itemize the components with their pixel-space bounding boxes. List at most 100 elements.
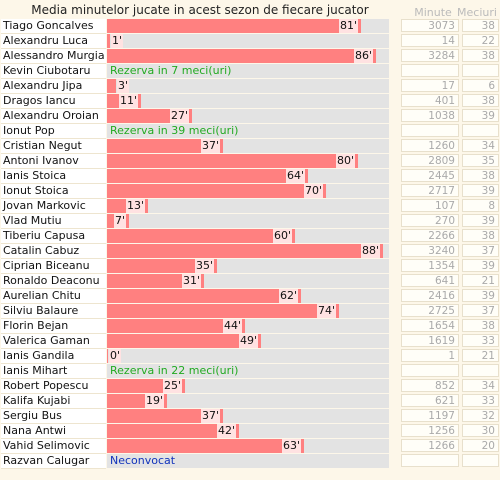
player-name: Sergiu Bus — [1, 409, 106, 424]
bar-track: 7' — [107, 214, 389, 228]
bar-value-label: 62' — [279, 289, 299, 303]
player-row: Ronaldo Deaconu 31' 641 21 — [0, 274, 500, 289]
bar-value-label: 0' — [109, 349, 122, 363]
bar-track: 35' — [107, 259, 389, 273]
bar-track: 70' — [107, 184, 389, 198]
bar-track: 74' — [107, 304, 389, 318]
matches-cell: 39 — [462, 289, 499, 302]
player-name: Kalifa Kujabi — [1, 394, 106, 409]
player-row: Aurelian Chitu 62' 2416 39 — [0, 289, 500, 304]
minutes-cell: 2445 — [401, 169, 459, 182]
player-name: Ciprian Biceanu — [1, 259, 106, 274]
average-minutes-bar — [107, 289, 301, 303]
bar-track: 3' — [107, 79, 389, 93]
minutes-column-header: Minute — [414, 6, 452, 19]
player-row: Dragos Iancu 11' 401 38 — [0, 94, 500, 109]
minutes-cell: 2809 — [401, 154, 459, 167]
bar-value-label: 1' — [111, 34, 124, 48]
bar-track: 37' — [107, 409, 389, 423]
player-row: Ianis Gandila 0' 1 21 — [0, 349, 500, 364]
bar-value-label: 60' — [273, 229, 293, 243]
player-row: Ionut Stoica 70' 2717 39 — [0, 184, 500, 199]
bar-track: Neconvocat — [107, 454, 389, 468]
matches-cell: 34 — [462, 139, 499, 152]
minutes-cell: 14 — [401, 34, 459, 47]
player-row: Alexandru Jipa 3' 17 6 — [0, 79, 500, 94]
player-name: Valerica Gaman — [1, 334, 106, 349]
minutes-cell: 2416 — [401, 289, 459, 302]
player-row: Razvan Calugar Neconvocat — [0, 454, 500, 469]
matches-cell: 30 — [462, 424, 499, 437]
chart-title: Media minutelor jucate in acest sezon de… — [31, 3, 369, 17]
bar-track: 13' — [107, 199, 389, 213]
average-minutes-bar — [107, 139, 223, 153]
player-row: Silviu Balaure 74' 2725 37 — [0, 304, 500, 319]
bar-track: 60' — [107, 229, 389, 243]
bar-value-label: 25' — [163, 379, 183, 393]
average-minutes-bar — [107, 424, 239, 438]
minutes-cell: 1256 — [401, 424, 459, 437]
average-minutes-bar — [107, 349, 108, 363]
bar-value-label: 13' — [126, 199, 146, 213]
matches-cell: 38 — [462, 19, 499, 32]
average-minutes-bar — [107, 154, 358, 168]
matches-cell — [462, 64, 499, 77]
matches-cell: 38 — [462, 49, 499, 62]
player-row: Catalin Cabuz 88' 3240 37 — [0, 244, 500, 259]
bar-track: 11' — [107, 94, 389, 108]
player-row: Ianis Mihart Rezerva in 22 meci(uri) — [0, 364, 500, 379]
player-row: Ianis Stoica 64' 2445 38 — [0, 169, 500, 184]
minutes-cell: 3284 — [401, 49, 459, 62]
player-name: Alexandru Luca — [1, 34, 106, 49]
bar-value-label: 11' — [119, 94, 139, 108]
matches-cell: 32 — [462, 409, 499, 422]
minutes-cell: 852 — [401, 379, 459, 392]
matches-cell: 39 — [462, 214, 499, 227]
minutes-cell: 641 — [401, 274, 459, 287]
bar-track: 80' — [107, 154, 389, 168]
bar-value-label: 80' — [336, 154, 356, 168]
bar-value-label: 37' — [201, 409, 221, 423]
player-row: Florin Bejan 44' 1654 38 — [0, 319, 500, 334]
player-name: Alexandru Jipa — [1, 79, 106, 94]
player-name: Jovan Markovic — [1, 199, 106, 214]
player-name: Catalin Cabuz — [1, 244, 106, 259]
matches-cell: 20 — [462, 439, 499, 452]
player-row: Robert Popescu 25' 852 34 — [0, 379, 500, 394]
average-minutes-bar — [107, 49, 376, 63]
minutes-cell — [401, 364, 459, 377]
minutes-cell: 17 — [401, 79, 459, 92]
player-name: Tiberiu Capusa — [1, 229, 106, 244]
minutes-cell: 2717 — [401, 184, 459, 197]
average-minutes-bar — [107, 229, 295, 243]
bar-track: Rezerva in 7 meci(uri) — [107, 64, 389, 78]
matches-cell: 33 — [462, 334, 499, 347]
player-name: Nana Antwi — [1, 424, 106, 439]
bar-value-label: 86' — [354, 49, 374, 63]
player-row: Kalifa Kujabi 19' 621 33 — [0, 394, 500, 409]
player-name: Ianis Stoica — [1, 169, 106, 184]
bar-value-label: 44' — [223, 319, 243, 333]
bar-value-label: 7' — [114, 214, 127, 228]
matches-cell — [462, 124, 499, 137]
minutes-cell: 1266 — [401, 439, 459, 452]
matches-cell: 37 — [462, 244, 499, 257]
player-name: Silviu Balaure — [1, 304, 106, 319]
average-minutes-bar — [107, 409, 223, 423]
player-name: Ianis Gandila — [1, 349, 106, 364]
minutes-cell: 2725 — [401, 304, 459, 317]
player-name: Cristian Negut — [1, 139, 106, 154]
matches-cell: 21 — [462, 274, 499, 287]
minutes-cell: 1619 — [401, 334, 459, 347]
bar-track: 64' — [107, 169, 389, 183]
matches-cell: 38 — [462, 94, 499, 107]
status-note: Neconvocat — [110, 454, 176, 467]
bar-track: 0' — [107, 349, 389, 363]
player-row: Alexandru Oroian 27' 1038 39 — [0, 109, 500, 124]
player-name: Ionut Pop — [1, 124, 106, 139]
player-name: Kevin Ciubotaru — [1, 64, 106, 79]
player-name: Florin Bejan — [1, 319, 106, 334]
minutes-cell — [401, 454, 459, 467]
player-row: Vahid Selimovic 63' 1266 20 — [0, 439, 500, 454]
matches-cell: 21 — [462, 349, 499, 362]
